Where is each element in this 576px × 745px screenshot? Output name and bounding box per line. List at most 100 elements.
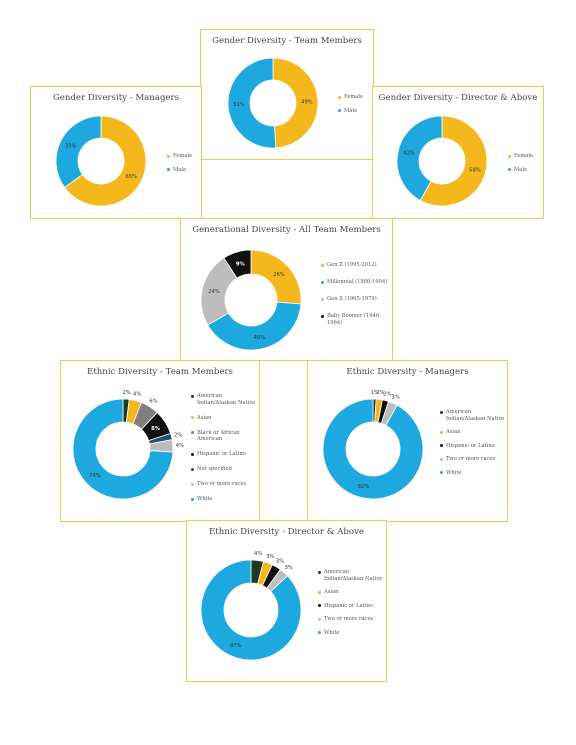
legend-item: White — [318, 630, 385, 637]
legend-swatch — [321, 263, 324, 267]
legend-label: Two or more races — [197, 481, 247, 487]
legend-label: Female — [173, 153, 193, 159]
legend-swatch — [321, 280, 324, 284]
legend-item: American Indian/Alaskan Native — [318, 569, 385, 582]
donut-slice — [223, 249, 252, 279]
legend-label: Millennial (1980-1994) — [327, 279, 388, 285]
data-label: 2% — [174, 433, 182, 439]
legend-item: Female — [167, 153, 192, 160]
legend-item: Two or more races — [318, 616, 385, 623]
legend-label: Gen Z (1995-2012) — [327, 262, 377, 268]
data-label: 49% — [301, 100, 313, 106]
legend-swatch — [191, 497, 194, 501]
legend-label: Asian — [446, 429, 461, 435]
chart-panel-gender-team: Gender Diversity - Team Members 49% 51% F… — [200, 29, 374, 160]
legend-item: Gen X (1965-1979) — [321, 296, 391, 303]
legend-swatch — [440, 471, 443, 475]
legend-swatch — [191, 416, 194, 420]
donut-slice — [200, 559, 302, 661]
legend-swatch — [318, 617, 321, 621]
legend-item: Asian — [440, 429, 506, 436]
data-label: 4% — [133, 392, 141, 398]
data-label: 2% — [376, 390, 384, 396]
legend-label: Gen X (1965-1979) — [327, 296, 377, 302]
legend-label: Male — [514, 166, 528, 173]
data-label: 8% — [151, 426, 161, 432]
chart-panel-ethnic-director: Ethnic Diversity - Director & Above 4% 3%… — [186, 520, 387, 682]
donut-slice — [64, 115, 147, 207]
legend-label: Baby Boomer (1946-1964) — [327, 313, 381, 326]
legend-label: Female — [514, 153, 534, 159]
donut-chart-svg: 49% 51% — [227, 57, 319, 149]
legend-item: Male — [508, 167, 533, 174]
chart-legend: American Indian/Alaskan Native Asian His… — [318, 569, 385, 643]
legend-label: Black or African American — [197, 429, 240, 443]
legend-item: Black or African American — [191, 430, 259, 443]
legend-item: White — [191, 496, 259, 503]
data-label: 65% — [126, 174, 138, 180]
legend-label: Two or more races — [324, 616, 374, 622]
legend-item: Male — [167, 167, 192, 174]
donut-chart-svg: 26% 40% 24% 9% — [200, 249, 302, 351]
chart-legend: Female Male — [338, 94, 363, 121]
legend-label: Hispanic or Latino — [324, 602, 373, 609]
donut-slice — [322, 398, 424, 500]
chart-legend: Gen Z (1995-2012) Millennial (1980-1994)… — [321, 262, 391, 337]
data-label: 1% — [371, 390, 379, 396]
legend-label: Male — [173, 166, 187, 173]
legend-label: Not specified — [197, 466, 232, 472]
donut-slice — [396, 115, 443, 201]
legend-item: Female — [338, 94, 363, 101]
legend-label: Hispanic or Latino — [446, 442, 495, 449]
data-label: 6% — [149, 399, 157, 405]
chart-title: Generational Diversity - All Team Member… — [192, 225, 381, 235]
legend-item: Not specified — [191, 466, 259, 473]
data-label: 9% — [236, 261, 246, 267]
legend-label: Female — [344, 94, 364, 100]
chart-panel-gender-managers: Gender Diversity - Managers 65% 35% Femal… — [30, 86, 202, 219]
legend-swatch — [191, 431, 194, 435]
data-label: 4% — [254, 551, 262, 557]
chart-legend: American Indian/Alaskan Native Asian Bla… — [191, 393, 259, 511]
legend-swatch — [318, 604, 321, 608]
legend-item: Baby Boomer (1946-1964) — [321, 313, 391, 326]
data-label: 3% — [276, 559, 284, 565]
legend-swatch — [318, 590, 321, 594]
legend-item: Hispanic or Latino — [318, 603, 385, 610]
data-label: 40% — [254, 335, 266, 341]
legend-label: White — [324, 629, 340, 636]
legend-label: Male — [344, 107, 358, 114]
legend-item: Two or more races — [440, 456, 506, 463]
legend-label: Hispanic or Latino — [197, 451, 246, 457]
legend-item: Asian — [191, 415, 259, 422]
legend-swatch — [508, 154, 511, 158]
legend-swatch — [440, 444, 443, 448]
data-label: 58% — [469, 167, 481, 173]
legend-swatch — [191, 394, 194, 398]
donut-slice — [227, 57, 277, 149]
legend-label: American Indian/Alaskan Native — [197, 393, 256, 406]
chart-legend: Female Male — [167, 153, 192, 180]
legend-item: White — [440, 470, 506, 477]
legend-item: Gen Z (1995-2012) — [321, 262, 391, 269]
legend-item: Hispanic or Latino — [191, 451, 259, 458]
chart-title: Gender Diversity - Managers — [52, 93, 180, 103]
donut-slice — [419, 115, 488, 207]
legend-label: Two or more races — [446, 456, 496, 462]
chart-panel-gender-director: Gender Diversity - Director & Above 58% 4… — [372, 86, 544, 219]
donut-slice — [207, 301, 302, 351]
legend-swatch — [167, 154, 170, 158]
donut-chart-svg: 58% 42% — [396, 115, 488, 207]
chart-legend: Female Male — [508, 153, 533, 180]
legend-label: American Indian/Alaskan Native — [324, 569, 383, 582]
legend-label: White — [446, 469, 462, 476]
legend-item: American Indian/Alaskan Native — [191, 393, 259, 406]
legend-item: Male — [338, 108, 363, 115]
legend-item: Asian — [318, 589, 385, 596]
legend-swatch — [321, 314, 324, 318]
data-label: 3% — [285, 565, 293, 571]
chart-title: Ethnic Diversity - Director & Above — [209, 527, 364, 537]
legend-label: Asian — [197, 414, 212, 421]
legend-swatch — [191, 482, 194, 486]
chart-title: Ethnic Diversity - Team Members — [87, 367, 233, 377]
